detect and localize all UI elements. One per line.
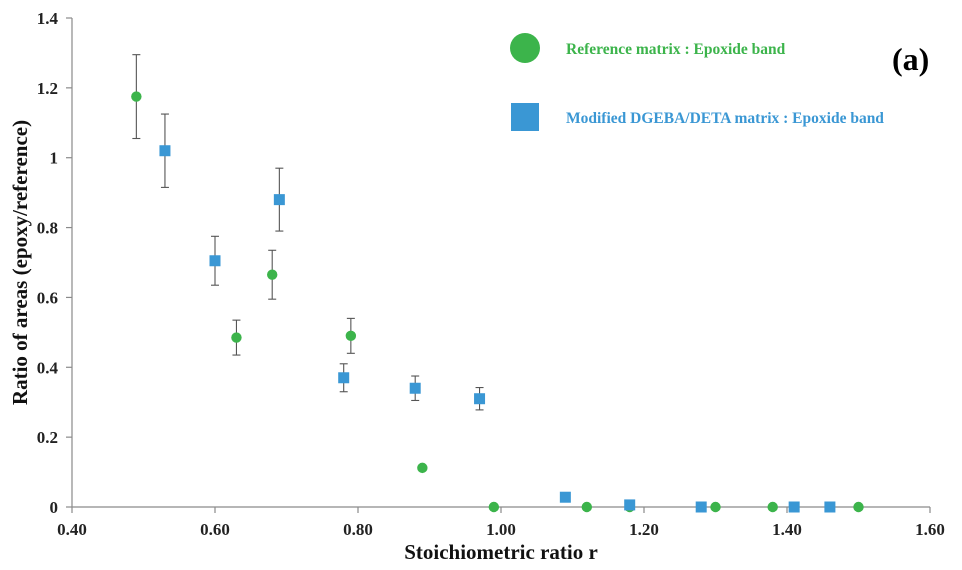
y-axis-title: Ratio of areas (epoxy/reference)	[8, 120, 32, 405]
modified-point	[474, 393, 486, 405]
reference-point	[131, 91, 142, 102]
x-axis-title: Stoichiometric ratio r	[404, 540, 598, 564]
legend-entry-label: Reference matrix : Epoxide band	[566, 41, 786, 58]
legend-square-icon	[511, 103, 539, 131]
panel-label: (a)	[892, 41, 929, 77]
y-tick-label: 1.2	[37, 79, 58, 98]
error-bars	[132, 54, 484, 411]
reference-point	[710, 501, 721, 513]
legend-circle-icon	[510, 33, 540, 63]
modified-point	[624, 499, 636, 511]
y-tick-label: 1	[50, 149, 59, 168]
modified-point	[273, 194, 285, 206]
x-tick-label: 1.40	[772, 520, 802, 539]
reference-point	[488, 501, 500, 513]
x-tick-label: 1.00	[486, 520, 516, 539]
reference-point	[581, 501, 592, 513]
reference-point	[767, 501, 778, 513]
x-tick-label: 1.20	[629, 520, 659, 539]
reference-point	[267, 269, 278, 280]
modified-point	[409, 382, 421, 394]
modified-point	[209, 255, 221, 267]
y-tick-label: 0.8	[37, 219, 58, 238]
reference-point	[853, 501, 864, 513]
modified-point	[788, 501, 800, 513]
tick-labels: 0.40 0.60 0.80 1.00 1.20 1.40 1.60 0 0.2 0.4 0.6 0.…	[37, 9, 945, 539]
modified-point	[159, 145, 171, 157]
modified-point	[559, 491, 571, 503]
x-tick-label: 0.80	[343, 520, 373, 539]
y-tick-label: 0.6	[37, 288, 58, 307]
modified-point	[824, 501, 836, 513]
legend: Reference matrix : Epoxide band Modified …	[510, 33, 884, 131]
y-tick-label: 0.2	[37, 428, 58, 447]
y-tick-label: 1.4	[37, 9, 59, 28]
x-tick-label: 1.60	[915, 520, 945, 539]
reference-point	[231, 332, 242, 343]
reference-point	[417, 462, 428, 474]
x-tick-label: 0.60	[200, 520, 230, 539]
modified-point	[338, 372, 350, 384]
x-tick-label: 0.40	[57, 520, 87, 539]
y-tick-label: 0.4	[37, 358, 59, 377]
data-points	[131, 91, 864, 513]
axes	[66, 17, 931, 513]
y-tick-label: 0	[50, 498, 59, 517]
modified-point	[695, 501, 707, 513]
reference-point	[345, 330, 357, 342]
legend-entry-label: Modified DGEBA/DETA matrix : Epoxide ban…	[566, 110, 884, 127]
